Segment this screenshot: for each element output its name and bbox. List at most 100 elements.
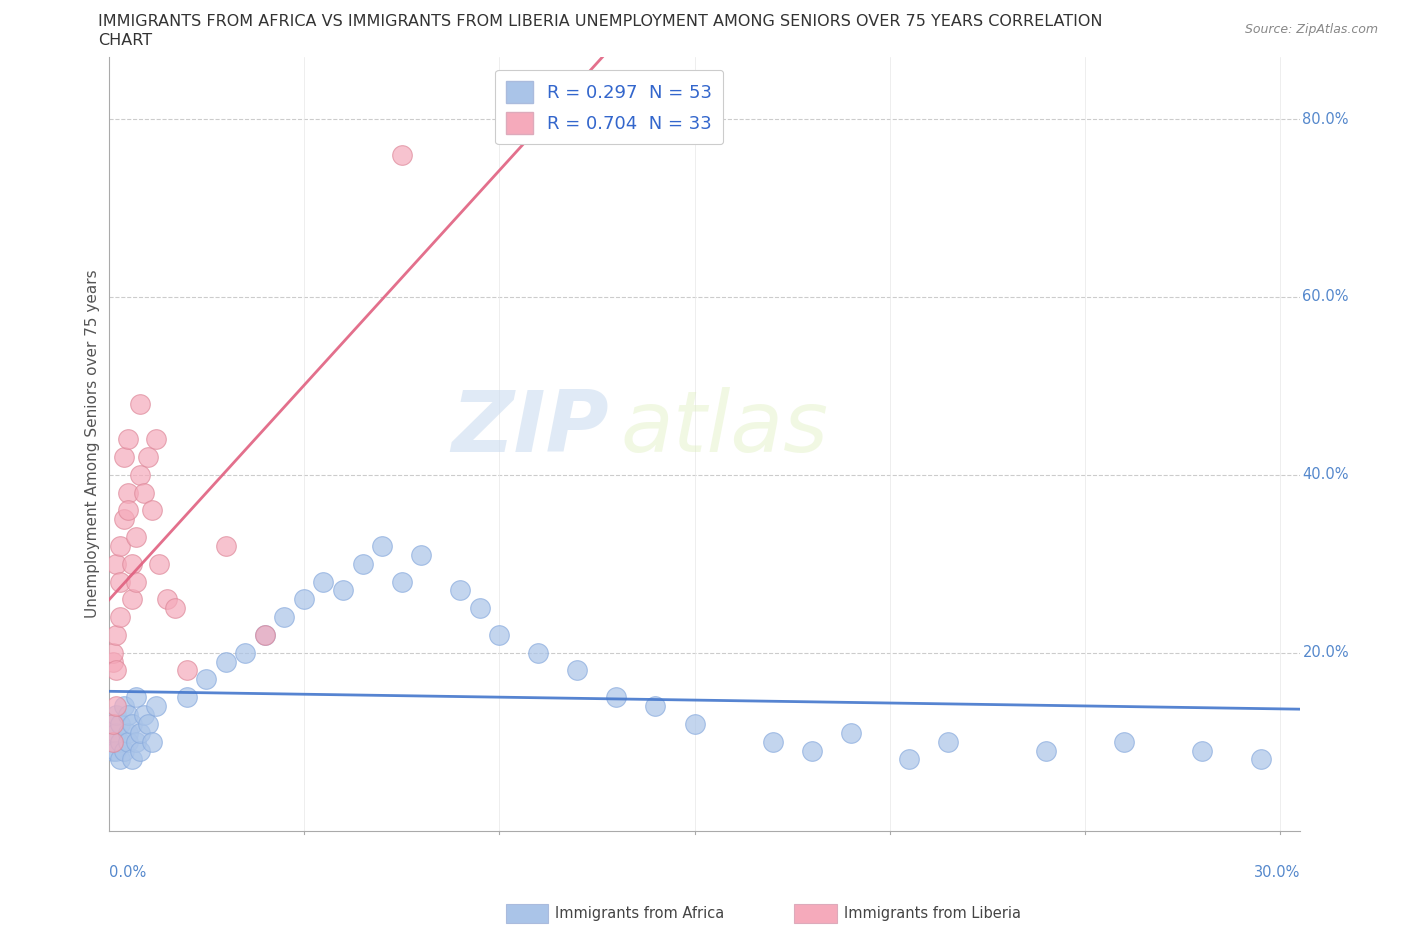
Point	[110, 574, 132, 589]
Point	[117, 432, 139, 446]
Point	[683, 716, 706, 731]
Text: 40.0%: 40.0%	[1302, 468, 1348, 483]
Point	[121, 556, 143, 571]
Legend: R = 0.297  N = 53, R = 0.704  N = 33: R = 0.297 N = 53, R = 0.704 N = 33	[495, 70, 723, 144]
Point	[117, 485, 139, 500]
Point	[101, 716, 124, 731]
Point	[105, 743, 128, 758]
Text: atlas: atlas	[621, 387, 830, 470]
Point	[132, 485, 155, 500]
Point	[110, 752, 132, 767]
Point	[605, 690, 627, 705]
Point	[110, 734, 132, 749]
Text: 60.0%: 60.0%	[1302, 289, 1348, 304]
Point	[1035, 743, 1057, 758]
Point	[125, 690, 148, 705]
Point	[800, 743, 823, 758]
Point	[110, 610, 132, 625]
Point	[215, 538, 238, 553]
Point	[112, 512, 135, 526]
Text: Immigrants from Africa: Immigrants from Africa	[555, 906, 724, 921]
Point	[391, 574, 413, 589]
Point	[141, 503, 163, 518]
Point	[156, 591, 179, 606]
Point	[527, 645, 550, 660]
Point	[105, 556, 128, 571]
Y-axis label: Unemployment Among Seniors over 75 years: Unemployment Among Seniors over 75 years	[86, 270, 100, 618]
Point	[117, 708, 139, 723]
Text: CHART: CHART	[98, 33, 152, 47]
Point	[125, 734, 148, 749]
Text: IMMIGRANTS FROM AFRICA VS IMMIGRANTS FROM LIBERIA UNEMPLOYMENT AMONG SENIORS OVE: IMMIGRANTS FROM AFRICA VS IMMIGRANTS FRO…	[98, 14, 1102, 29]
Text: 80.0%: 80.0%	[1302, 112, 1348, 126]
Point	[141, 734, 163, 749]
Point	[567, 663, 589, 678]
Point	[110, 538, 132, 553]
Point	[371, 538, 394, 553]
Point	[176, 663, 198, 678]
Point	[644, 698, 666, 713]
Point	[253, 628, 276, 643]
Point	[391, 147, 413, 162]
Point	[449, 583, 471, 598]
Point	[101, 734, 124, 749]
Point	[145, 698, 167, 713]
Point	[121, 752, 143, 767]
Point	[488, 628, 510, 643]
Point	[312, 574, 335, 589]
Point	[105, 725, 128, 740]
Point	[105, 663, 128, 678]
Point	[105, 708, 128, 723]
Point	[105, 628, 128, 643]
Point	[898, 752, 921, 767]
Point	[105, 698, 128, 713]
Point	[117, 734, 139, 749]
Point	[163, 601, 186, 616]
Point	[101, 645, 124, 660]
Point	[112, 698, 135, 713]
Point	[1250, 752, 1272, 767]
Point	[839, 725, 862, 740]
Text: ZIP: ZIP	[451, 387, 609, 470]
Text: Immigrants from Liberia: Immigrants from Liberia	[844, 906, 1021, 921]
Point	[110, 716, 132, 731]
Point	[136, 716, 159, 731]
Text: 30.0%: 30.0%	[1254, 866, 1301, 881]
Point	[253, 628, 276, 643]
Point	[136, 449, 159, 464]
Point	[117, 503, 139, 518]
Point	[117, 725, 139, 740]
Point	[176, 690, 198, 705]
Point	[1114, 734, 1136, 749]
Point	[195, 672, 218, 687]
Point	[128, 396, 150, 411]
Point	[128, 725, 150, 740]
Point	[125, 574, 148, 589]
Point	[128, 468, 150, 483]
Point	[121, 591, 143, 606]
Point	[468, 601, 491, 616]
Point	[292, 591, 315, 606]
Point	[121, 716, 143, 731]
Point	[101, 716, 124, 731]
Point	[128, 743, 150, 758]
Text: Source: ZipAtlas.com: Source: ZipAtlas.com	[1244, 23, 1378, 36]
Point	[352, 556, 374, 571]
Point	[112, 449, 135, 464]
Point	[145, 432, 167, 446]
Point	[112, 743, 135, 758]
Point	[762, 734, 785, 749]
Point	[411, 548, 433, 563]
Point	[273, 610, 295, 625]
Point	[132, 708, 155, 723]
Point	[125, 530, 148, 545]
Point	[215, 654, 238, 669]
Point	[148, 556, 170, 571]
Point	[332, 583, 354, 598]
Text: 20.0%: 20.0%	[1302, 645, 1348, 660]
Point	[101, 734, 124, 749]
Point	[235, 645, 257, 660]
Point	[1191, 743, 1213, 758]
Point	[101, 654, 124, 669]
Text: 0.0%: 0.0%	[108, 866, 146, 881]
